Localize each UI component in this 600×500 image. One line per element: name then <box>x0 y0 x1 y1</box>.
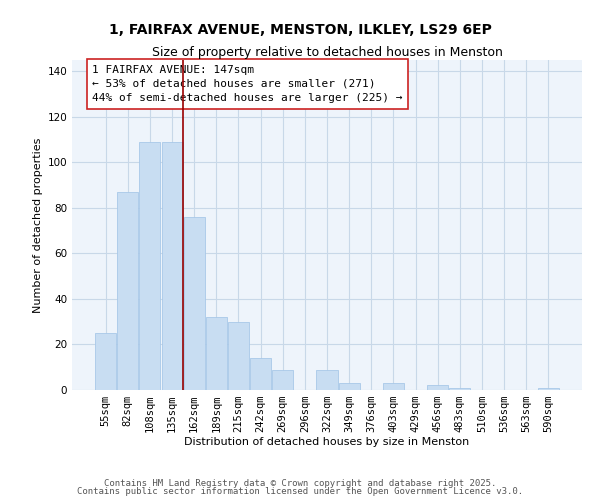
Bar <box>206 317 227 390</box>
Bar <box>383 383 404 390</box>
Bar <box>316 370 338 390</box>
Bar <box>184 217 205 390</box>
Text: 1 FAIRFAX AVENUE: 147sqm
← 53% of detached houses are smaller (271)
44% of semi-: 1 FAIRFAX AVENUE: 147sqm ← 53% of detach… <box>92 65 403 103</box>
Text: Contains public sector information licensed under the Open Government Licence v3: Contains public sector information licen… <box>77 487 523 496</box>
Bar <box>250 358 271 390</box>
X-axis label: Distribution of detached houses by size in Menston: Distribution of detached houses by size … <box>184 436 470 446</box>
Bar <box>449 388 470 390</box>
Bar <box>338 383 359 390</box>
Bar <box>95 333 116 390</box>
Text: 1, FAIRFAX AVENUE, MENSTON, ILKLEY, LS29 6EP: 1, FAIRFAX AVENUE, MENSTON, ILKLEY, LS29… <box>109 22 491 36</box>
Bar <box>228 322 249 390</box>
Text: Contains HM Land Registry data © Crown copyright and database right 2025.: Contains HM Land Registry data © Crown c… <box>104 478 496 488</box>
Bar <box>427 386 448 390</box>
Title: Size of property relative to detached houses in Menston: Size of property relative to detached ho… <box>152 46 502 59</box>
Bar <box>118 192 139 390</box>
Y-axis label: Number of detached properties: Number of detached properties <box>33 138 43 312</box>
Bar <box>272 370 293 390</box>
Bar <box>161 142 182 390</box>
Bar <box>538 388 559 390</box>
Bar <box>139 142 160 390</box>
